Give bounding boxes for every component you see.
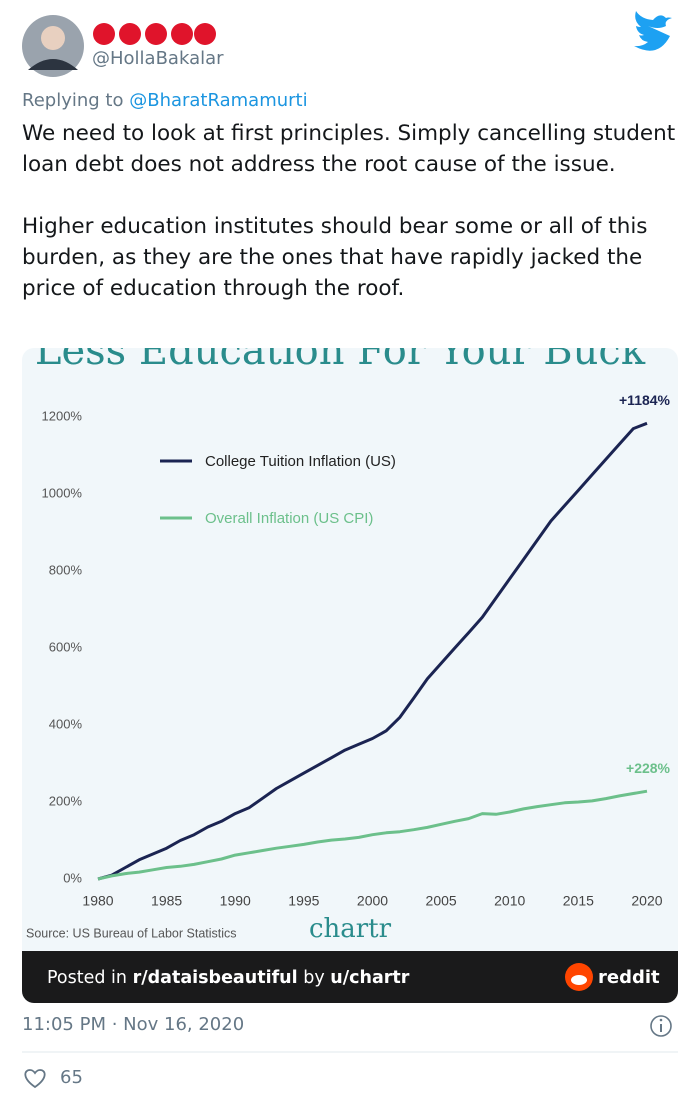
chart-title: Less Education For Your Buck: [35, 348, 646, 374]
timestamp[interactable]: 11:05 PM · Nov 16, 2020: [22, 1014, 245, 1035]
logo: chartr: [309, 914, 392, 944]
x-tick-label: 1980: [82, 893, 113, 909]
tweet-text: We need to look at first principles. Sim…: [22, 118, 684, 335]
paragraph: Higher education institutes should bear …: [22, 214, 648, 301]
x-tick-label: 2020: [631, 893, 662, 909]
subreddit[interactable]: r/dataisbeautiful: [133, 968, 298, 988]
like-count: 65: [60, 1067, 83, 1088]
avatar-body: [28, 59, 78, 70]
chart-background: [22, 348, 678, 1003]
reddit-icon-face: [571, 975, 587, 985]
avatar-face: [41, 26, 65, 50]
x-tick-label: 2010: [494, 893, 525, 909]
reddit-caption: Posted in r/dataisbeautiful by u/chartr: [47, 968, 410, 988]
x-tick-label: 1995: [288, 893, 319, 909]
twitter-logo[interactable]: [634, 11, 672, 51]
y-tick-label: 200%: [49, 793, 83, 808]
y-tick-label: 1000%: [42, 486, 83, 501]
info-icon-bar: [660, 1024, 662, 1032]
series-line: [97, 789, 648, 881]
x-tick-label: 1990: [220, 893, 251, 909]
reply-line: Replying to @BharatRamamurti: [22, 90, 308, 111]
end-label: +1184%: [619, 392, 671, 408]
reply-label: Replying to: [22, 90, 124, 111]
chart-card: Less Education For Your Buck Source: US …: [22, 348, 678, 1003]
end-label: +228%: [626, 760, 671, 776]
redaction: [93, 23, 216, 45]
x-tick-label: 1985: [151, 893, 182, 909]
user[interactable]: u/chartr: [330, 968, 409, 988]
x-tick-label: 2015: [563, 893, 594, 909]
tweet-footer: [22, 1015, 678, 1089]
paragraph: We need to look at first principles. Sim…: [22, 121, 676, 177]
legend-label: Overall Inflation (US CPI): [205, 510, 373, 527]
x-tick-label: 2000: [357, 893, 388, 909]
tweet-header: [22, 11, 672, 77]
info-icon-dot: [659, 1018, 663, 1022]
x-tick-label: 2005: [426, 893, 457, 909]
y-tick-label: 0%: [63, 870, 82, 885]
reddit-brand[interactable]: reddit: [598, 967, 660, 988]
by: by: [303, 968, 324, 988]
handle[interactable]: @HollaBakalar: [92, 48, 224, 69]
info-icon[interactable]: [650, 1015, 672, 1037]
y-tick-label: 400%: [49, 716, 83, 731]
posted-in: Posted in: [47, 968, 127, 988]
reply-handle[interactable]: @BharatRamamurti: [129, 90, 308, 111]
source: Source: US Bureau of Labor Statistics: [26, 926, 237, 940]
like-icon[interactable]: [24, 1069, 46, 1089]
y-tick-label: 800%: [49, 563, 83, 578]
y-tick-label: 1200%: [42, 409, 83, 424]
legend-label: College Tuition Inflation (US): [205, 453, 396, 470]
series-line: [97, 421, 648, 881]
y-tick-label: 600%: [49, 639, 83, 654]
